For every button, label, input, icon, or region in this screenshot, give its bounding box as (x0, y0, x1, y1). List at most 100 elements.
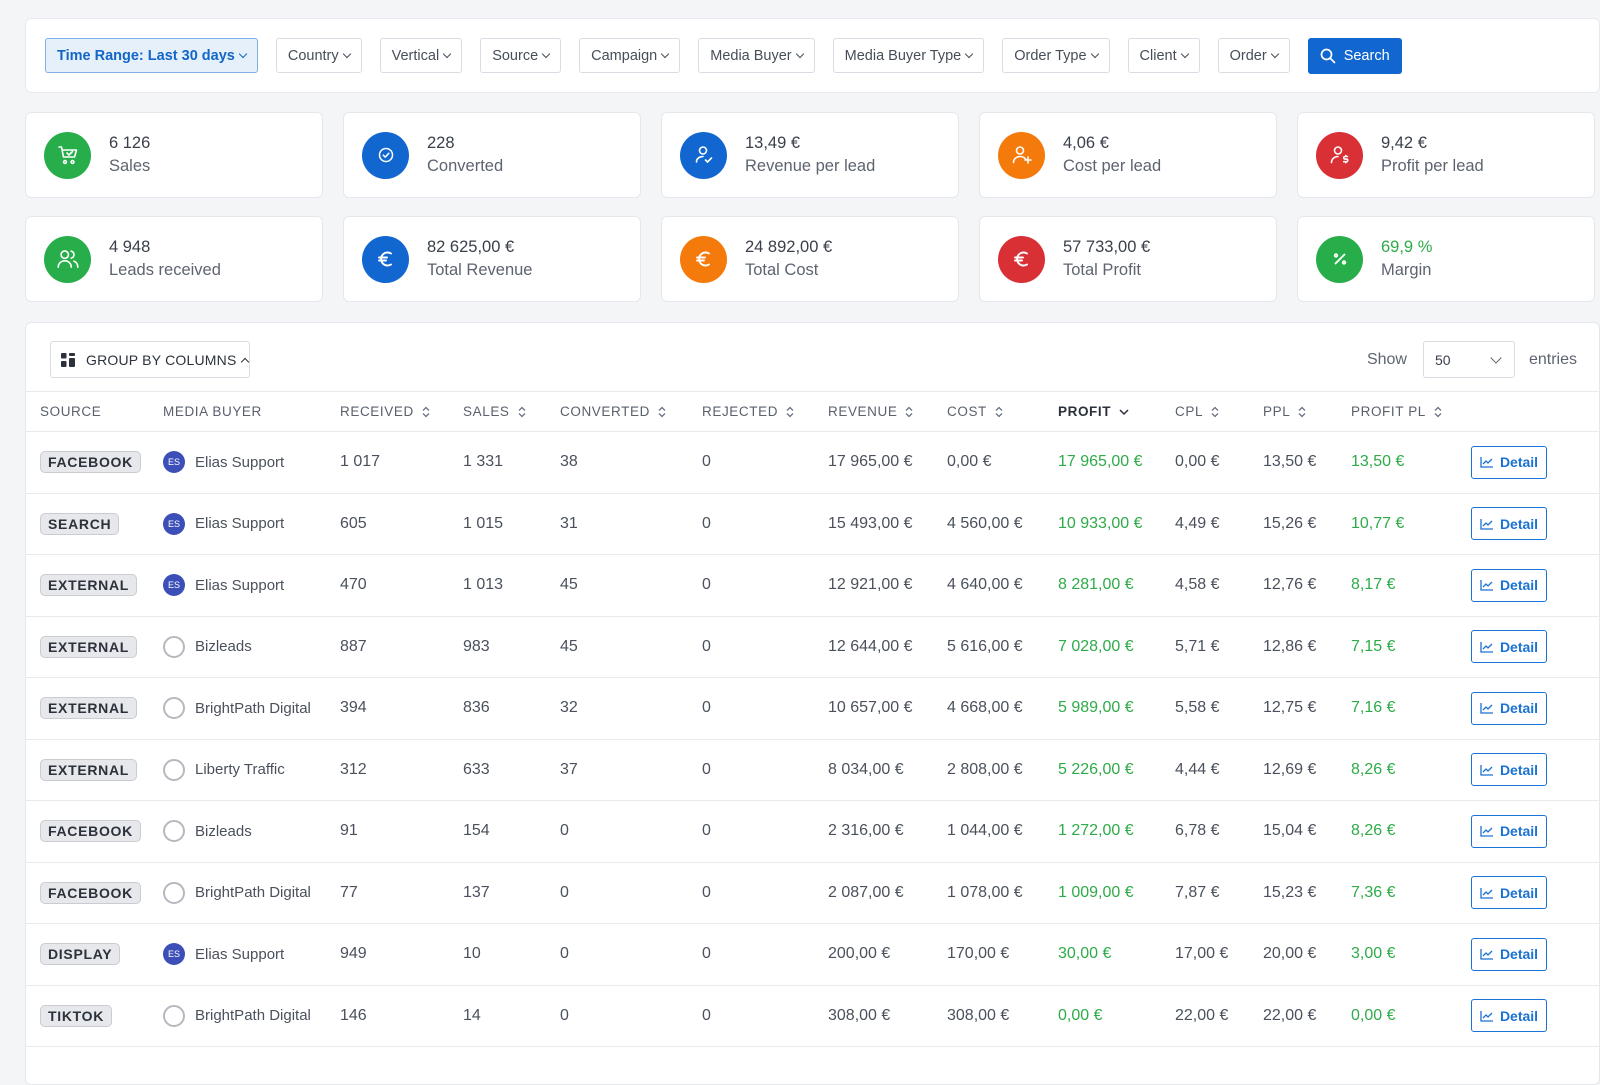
avatar: ES (163, 512, 185, 535)
chevron-down-icon (442, 49, 452, 58)
kpi-card-sales: 6 126 Sales (25, 112, 323, 198)
profit-cell: 5 226,00 € (1058, 739, 1175, 801)
avatar (163, 820, 185, 843)
source-label: Source (492, 47, 539, 64)
column-header-profit[interactable]: PROFIT (1058, 391, 1175, 432)
received-cell: 312 (340, 739, 463, 801)
sort-icon (1211, 407, 1219, 418)
kpi-value: 82 625,00 € (427, 238, 515, 256)
column-header-received[interactable]: RECEIVED (340, 391, 463, 432)
check-circle-icon (362, 131, 409, 179)
profit-cell: 1 272,00 € (1058, 800, 1175, 863)
column-header-cpl[interactable]: CPL (1175, 391, 1263, 432)
vertical-filter[interactable]: Vertical (379, 38, 463, 73)
profit-cell: 7 028,00 € (1058, 616, 1175, 678)
cost-cell: 1 078,00 € (947, 862, 1058, 924)
order-type-filter[interactable]: Order Type (1002, 38, 1110, 73)
column-header-converted[interactable]: CONVERTED (560, 391, 702, 432)
country-label: Country (287, 47, 339, 64)
revenue-cell: 2 087,00 € (828, 862, 947, 924)
source-filter[interactable]: Source (480, 38, 562, 73)
ppl-cell: 15,04 € (1263, 800, 1351, 863)
source-cell: SEARCH (26, 493, 163, 555)
kpi-label: Total Profit (1063, 261, 1141, 279)
ppl-cell: 12,76 € (1263, 554, 1351, 617)
ppl-cell: 12,69 € (1263, 739, 1351, 801)
kpi-card-cost-per-lead: 4,06 € Cost per lead (979, 112, 1277, 198)
search-button[interactable]: Search (1307, 37, 1402, 74)
media-buyer-cell: BrightPath Digital (163, 862, 340, 924)
group-by-columns-button[interactable]: GROUP BY COLUMNS (50, 341, 250, 378)
profit-cell: 10 933,00 € (1058, 493, 1175, 555)
rejected-cell: 0 (702, 554, 828, 617)
detail-button[interactable]: Detail (1471, 445, 1547, 479)
cpl-cell: 17,00 € (1175, 923, 1263, 986)
campaign-label: Campaign (591, 47, 658, 64)
source-badge: FACEBOOK (40, 820, 141, 843)
column-header-cost[interactable]: COST (947, 391, 1058, 432)
table-row: FACEBOOK BrightPath Digital 77 137 0 0 2… (26, 862, 1600, 924)
cost-cell: 4 668,00 € (947, 677, 1058, 740)
detail-button[interactable]: Detail (1471, 568, 1547, 602)
kpi-value: 13,49 € (745, 134, 801, 152)
column-header-ppl[interactable]: PPL (1263, 391, 1351, 432)
sales-cell: 836 (463, 677, 560, 740)
rejected-cell: 0 (702, 985, 828, 1047)
order-filter[interactable]: Order (1217, 38, 1290, 73)
received-cell: 77 (340, 862, 463, 924)
column-header-revenue[interactable]: REVENUE (828, 391, 947, 432)
avatar: ES (163, 943, 185, 966)
kpi-value: 9,42 € (1381, 134, 1427, 152)
column-header-rejected[interactable]: REJECTED (702, 391, 828, 432)
revenue-cell: 200,00 € (828, 923, 947, 986)
detail-button[interactable]: Detail (1471, 630, 1547, 664)
country-filter[interactable]: Country (275, 38, 362, 73)
media-buyer-type-filter[interactable]: Media Buyer Type (832, 38, 985, 73)
chevron-down-icon (541, 49, 551, 58)
column-header-actions (1471, 391, 1600, 432)
detail-button[interactable]: Detail (1471, 876, 1547, 910)
media-buyer-cell: Bizleads (163, 616, 340, 678)
media-buyer-type-label: Media Buyer Type (844, 47, 962, 64)
kpi-value: 228 (427, 134, 455, 152)
detail-button[interactable]: Detail (1471, 999, 1547, 1033)
time-range-filter[interactable]: Time Range: Last 30 days (45, 38, 258, 73)
detail-label: Detail (1499, 1007, 1539, 1024)
entries-label: entries (1528, 350, 1577, 368)
sales-cell: 137 (463, 862, 560, 924)
detail-button[interactable]: Detail (1471, 937, 1547, 971)
chevron-down-icon (342, 49, 351, 58)
detail-label: Detail (1499, 515, 1539, 532)
media-buyer-filter[interactable]: Media Buyer (698, 38, 815, 73)
received-cell: 470 (340, 554, 463, 617)
line-chart-icon (1480, 1010, 1493, 1022)
kpi-label: Sales (109, 157, 151, 175)
line-chart-icon (1480, 580, 1493, 591)
client-filter[interactable]: Client (1127, 38, 1200, 73)
avatar (163, 1004, 185, 1027)
column-header-profit-pl[interactable]: PROFIT PL (1351, 391, 1471, 432)
profit-pl-cell: 0,00 € (1351, 985, 1471, 1047)
campaign-filter[interactable]: Campaign (579, 38, 681, 73)
source-badge: FACEBOOK (40, 451, 141, 474)
media-buyer-cell: ES Elias Support (163, 431, 340, 494)
show-label: Show (1366, 350, 1407, 368)
table-row: SEARCH ES Elias Support 605 1 015 31 0 15… (26, 493, 1600, 555)
detail-button[interactable]: Detail (1471, 507, 1547, 541)
profit-cell: 30,00 € (1058, 923, 1175, 986)
column-header-sales[interactable]: SALES (463, 391, 560, 432)
sort-icon (995, 407, 1003, 418)
entries-select[interactable]: 50 (1422, 341, 1515, 378)
table-row: EXTERNAL Liberty Traffic 312 633 37 0 8 … (26, 739, 1600, 801)
converted-cell: 0 (560, 800, 702, 863)
cpl-cell: 4,44 € (1175, 739, 1263, 801)
detail-button[interactable]: Detail (1471, 691, 1547, 725)
actions-cell: Detail (1471, 677, 1600, 740)
profit-cell: 5 989,00 € (1058, 677, 1175, 740)
source-badge: EXTERNAL (40, 697, 138, 720)
detail-button[interactable]: Detail (1471, 814, 1547, 848)
cost-cell: 4 560,00 € (947, 493, 1058, 555)
kpi-value: 4 948 (109, 238, 151, 256)
detail-button[interactable]: Detail (1471, 753, 1547, 787)
source-cell: FACEBOOK (26, 800, 163, 863)
